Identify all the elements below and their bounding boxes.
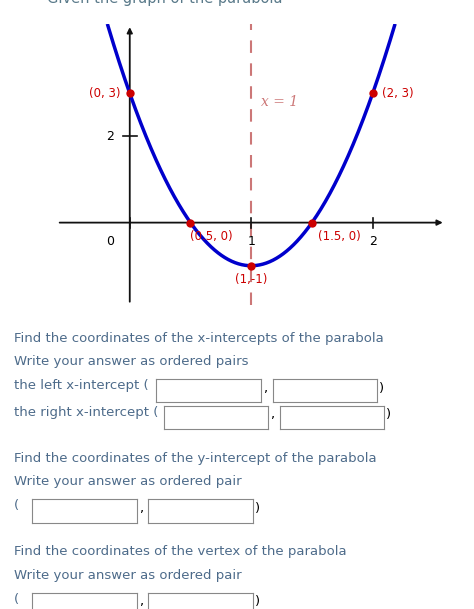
Text: Find the coordinates of the vertex of the parabola: Find the coordinates of the vertex of th… <box>14 546 347 558</box>
Text: ,: , <box>270 409 274 421</box>
Text: Find the coordinates of the x-intercepts of the parabola: Find the coordinates of the x-intercepts… <box>14 332 384 345</box>
Text: the left x-intercept (: the left x-intercept ( <box>14 379 149 392</box>
Text: (: ( <box>14 593 19 606</box>
Text: ,: , <box>139 502 143 515</box>
Text: 0: 0 <box>106 235 114 248</box>
Text: Write your answer as ordered pairs: Write your answer as ordered pairs <box>14 355 249 368</box>
Text: ): ) <box>255 595 260 608</box>
Text: (1,-1): (1,-1) <box>235 273 267 286</box>
Text: the right x-intercept (: the right x-intercept ( <box>14 406 159 419</box>
Text: Write your answer as ordered pair: Write your answer as ordered pair <box>14 569 242 582</box>
Text: (0, 3): (0, 3) <box>89 87 120 100</box>
Text: (0.5, 0): (0.5, 0) <box>191 230 233 244</box>
Text: Write your answer as ordered pair: Write your answer as ordered pair <box>14 475 242 488</box>
Text: (1.5, 0): (1.5, 0) <box>318 230 361 244</box>
Text: (2, 3): (2, 3) <box>383 87 414 100</box>
Text: 2: 2 <box>369 235 377 248</box>
Text: Given the graph of the parabola: Given the graph of the parabola <box>47 0 283 6</box>
Text: Find the coordinates of the y-intercept of the parabola: Find the coordinates of the y-intercept … <box>14 452 377 465</box>
Text: ): ) <box>379 381 384 395</box>
Text: 1: 1 <box>247 235 255 248</box>
Text: ,: , <box>139 595 143 608</box>
Text: 2: 2 <box>107 130 114 143</box>
Text: x = 1: x = 1 <box>261 95 298 109</box>
Text: ): ) <box>255 502 260 515</box>
Text: (: ( <box>14 499 19 512</box>
Text: ,: , <box>263 381 267 395</box>
Text: ): ) <box>386 409 392 421</box>
